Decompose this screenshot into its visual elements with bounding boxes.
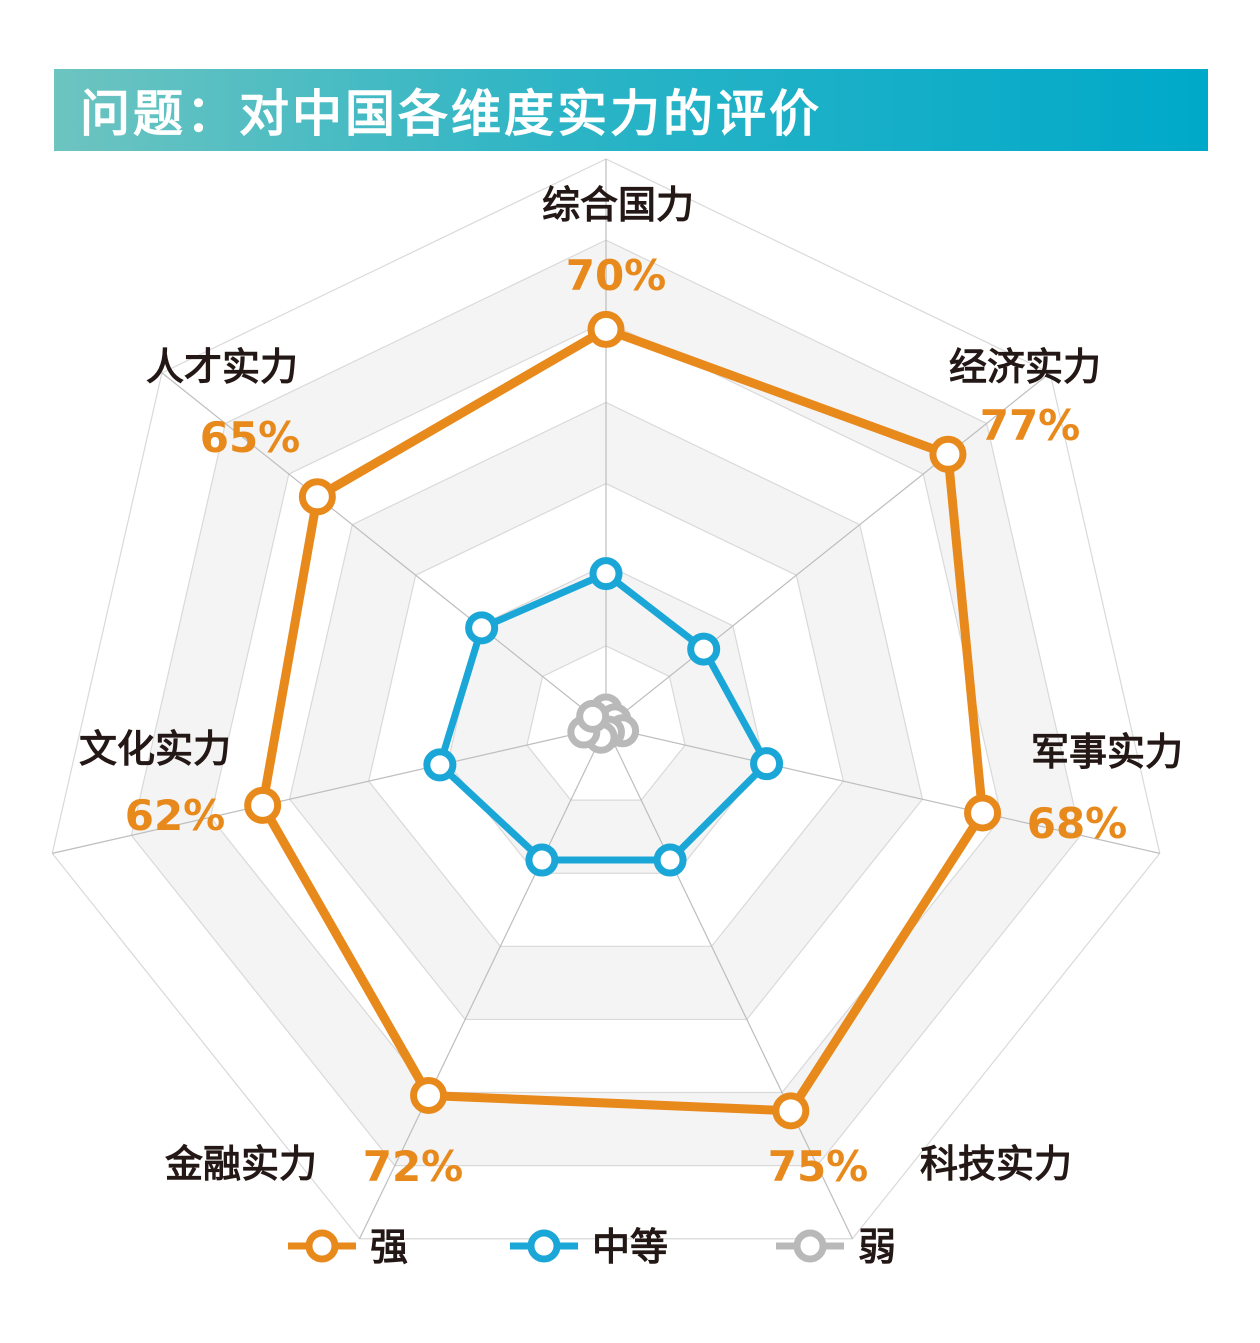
series-0-point-5 — [244, 786, 282, 824]
series-1-point-0 — [589, 557, 623, 591]
axis-label-2: 军事实力 — [1031, 730, 1183, 774]
spoke-3 — [605, 726, 853, 1240]
data-label-3: 75% — [768, 1142, 869, 1191]
series-0-point-6 — [298, 478, 336, 516]
series-1-point-1 — [687, 632, 721, 666]
series-0-point-4 — [410, 1076, 448, 1114]
series-1-point-2 — [750, 747, 784, 781]
series-0-point-2 — [964, 794, 1002, 832]
spoke-2 — [605, 726, 1160, 854]
radar-spokes — [52, 159, 1160, 1240]
title-bar: 问题：对中国各维度实力的评价 — [54, 69, 1208, 151]
series-1-point-5 — [423, 748, 457, 782]
series-2-point-6 — [576, 699, 610, 733]
legend-label-0: 强 — [370, 1225, 408, 1269]
radar-labels: 综合国力 70% 经济实力 77% 军事实力 68% 科技实力 75% 金融实力 72% 文化实力 6… — [79, 183, 1183, 1191]
series-0-point-0 — [587, 310, 625, 348]
legend-marker-1 — [527, 1229, 561, 1263]
data-label-6: 65% — [200, 413, 301, 462]
axis-label-3: 科技实力 — [920, 1142, 1072, 1186]
series-line-1 — [436, 570, 771, 864]
series-0-point-3 — [772, 1092, 810, 1130]
radar-series — [244, 310, 1002, 1130]
spoke-1 — [605, 372, 1051, 728]
legend-marker-0 — [305, 1229, 339, 1263]
data-label-4: 72% — [363, 1142, 464, 1191]
chart-title: 问题：对中国各维度实力的评价 — [80, 85, 822, 143]
series-1-point-6 — [465, 611, 499, 645]
legend-label-2: 弱 — [858, 1225, 896, 1269]
series-1-point-4 — [525, 843, 559, 877]
series-line-0 — [258, 324, 988, 1116]
data-label-1: 77% — [980, 401, 1081, 450]
series-0-point-1 — [929, 435, 967, 473]
data-label-2: 68% — [1027, 799, 1128, 848]
legend-label-1: 中等 — [592, 1225, 668, 1269]
axis-label-1: 经济实力 — [949, 345, 1101, 389]
axis-label-6: 人才实力 — [146, 345, 298, 389]
data-label-0: 70% — [566, 251, 667, 300]
axis-label-4: 金融实力 — [164, 1142, 317, 1186]
axis-label-0: 综合国力 — [542, 183, 694, 227]
spoke-4 — [359, 726, 607, 1240]
spoke-5 — [52, 726, 607, 854]
legend: 强 中等 弱 — [288, 1225, 896, 1269]
spoke-6 — [161, 372, 607, 728]
series-1-point-3 — [653, 843, 687, 877]
axis-label-5: 文化实力 — [79, 727, 231, 771]
legend-marker-2 — [793, 1229, 827, 1263]
data-label-5: 62% — [125, 791, 226, 840]
